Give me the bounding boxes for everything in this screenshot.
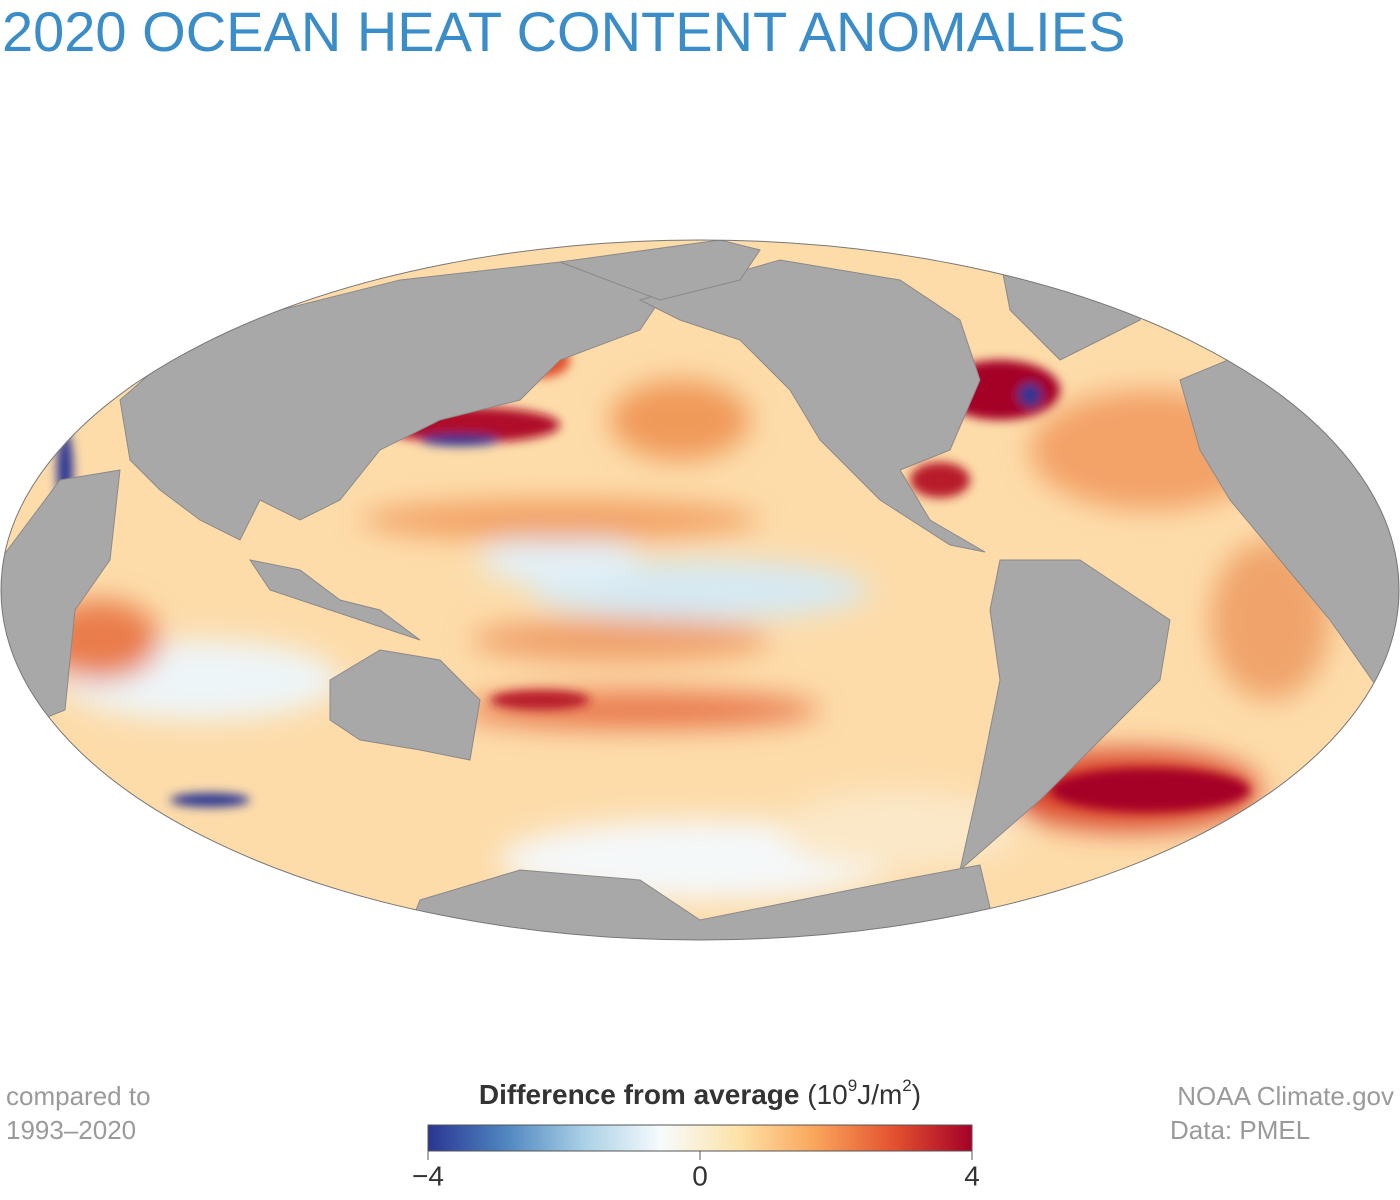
colorbar-title-text: Difference from average xyxy=(479,1079,800,1110)
colorbar-title: Difference from average (109J/m2) xyxy=(479,1076,921,1110)
colorbar xyxy=(427,1124,973,1152)
note: compared to xyxy=(6,1081,151,1111)
unit-exp: 2 xyxy=(902,1076,911,1095)
credit: Data: PMEL xyxy=(1170,1115,1310,1145)
tick-label: −4 xyxy=(412,1160,444,1191)
title: 2020 OCEAN HEAT CONTENT ANOMALIES xyxy=(2,0,1125,63)
map xyxy=(1,240,1399,940)
map-outline xyxy=(0,239,1400,941)
unit: (10 xyxy=(807,1079,847,1110)
unit-exp: 9 xyxy=(848,1076,857,1095)
tick-label: 0 xyxy=(692,1160,708,1191)
tick-label: 4 xyxy=(964,1160,980,1191)
note: 1993–2020 xyxy=(6,1115,136,1145)
land xyxy=(1,240,1399,940)
unit: J/m xyxy=(857,1079,902,1110)
credit: NOAA Climate.gov xyxy=(1177,1081,1394,1111)
unit: ) xyxy=(912,1079,921,1110)
